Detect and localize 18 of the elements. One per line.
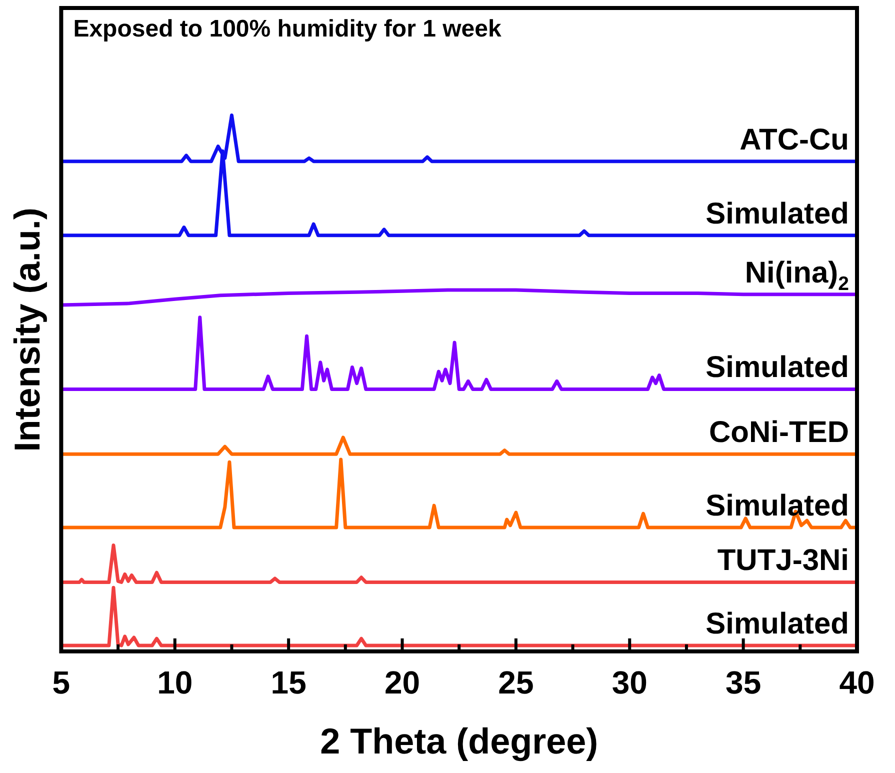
series-label: Simulated bbox=[706, 490, 850, 523]
chart-title: Exposed to 100% humidity for 1 week bbox=[73, 16, 502, 43]
x-tick-label: 5 bbox=[52, 664, 70, 700]
x-tick-label: 10 bbox=[157, 664, 193, 700]
series-label: TUTJ-3Ni bbox=[717, 544, 850, 578]
series-label: Simulated bbox=[706, 608, 850, 640]
x-tick-label: 35 bbox=[726, 664, 762, 700]
series-label: Simulated bbox=[706, 197, 850, 230]
y-axis-title: Intensity (a.u.) bbox=[6, 208, 48, 452]
x-axis-title: 2 Theta (degree) bbox=[320, 720, 598, 762]
x-tick-label: 25 bbox=[498, 664, 534, 700]
x-tick-label: 20 bbox=[384, 664, 420, 700]
series-label: ATC-Cu bbox=[740, 123, 850, 156]
x-tick-label: 30 bbox=[612, 664, 648, 700]
series-label: Simulated bbox=[706, 351, 850, 384]
x-tick-label: 15 bbox=[270, 664, 306, 700]
x-tick-label: 40 bbox=[839, 664, 875, 700]
series-label: CoNi-TED bbox=[709, 416, 850, 450]
